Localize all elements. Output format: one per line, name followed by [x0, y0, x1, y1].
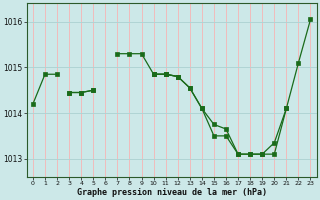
- X-axis label: Graphe pression niveau de la mer (hPa): Graphe pression niveau de la mer (hPa): [77, 188, 267, 197]
